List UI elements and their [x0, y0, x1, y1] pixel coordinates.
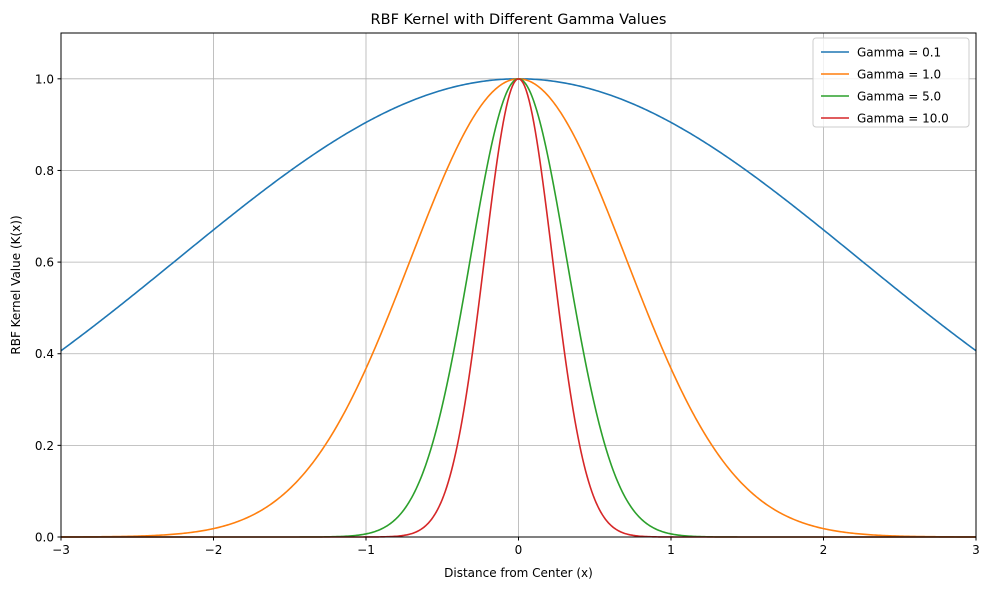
- legend-label: Gamma = 0.1: [857, 46, 941, 60]
- x-tick-label: 0: [515, 543, 523, 557]
- y-axis-label: RBF Kernel Value (K(x)): [9, 215, 23, 354]
- legend-label: Gamma = 1.0: [857, 68, 941, 82]
- chart-title: RBF Kernel with Different Gamma Values: [371, 12, 667, 28]
- x-tick-label: −2: [205, 543, 223, 557]
- x-tick-label: −3: [52, 543, 70, 557]
- legend-label: Gamma = 10.0: [857, 112, 949, 126]
- x-axis-label: Distance from Center (x): [444, 566, 593, 580]
- legend-box: [812, 37, 970, 128]
- y-tick-label: 0.2: [35, 439, 54, 453]
- y-tick-label: 0.4: [35, 347, 54, 361]
- x-tick-label: 1: [667, 543, 675, 557]
- x-tick-label: 3: [972, 543, 980, 557]
- y-tick-label: 0.0: [35, 531, 54, 545]
- y-tick-label: 0.8: [35, 164, 54, 178]
- ticks: −3 −2 −1 0 1 2 3 0.0 0.2 0.4 0.6 0.8 1.0: [35, 72, 980, 557]
- y-tick-label: 0.6: [35, 256, 54, 270]
- legend-label: Gamma = 5.0: [857, 90, 941, 104]
- x-tick-label: 2: [820, 543, 828, 557]
- x-tick-label: −1: [357, 543, 375, 557]
- y-tick-label: 1.0: [35, 72, 54, 86]
- legend: Gamma = 0.1 Gamma = 1.0 Gamma = 5.0 Gamma =…: [812, 37, 970, 128]
